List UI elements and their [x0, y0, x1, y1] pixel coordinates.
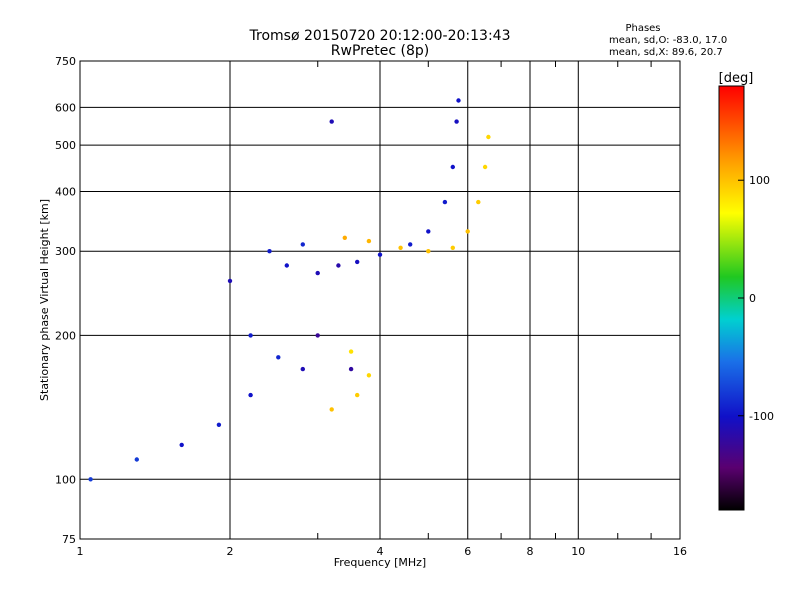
phases-x-stats: mean, sd,X: 89.6, 20.7 — [609, 47, 723, 58]
data-points — [88, 98, 491, 482]
colorbar-ticks: 100 0 -100 — [738, 174, 774, 423]
x-tick-label: 8 — [527, 545, 534, 558]
x-tick-label: 6 — [464, 545, 471, 558]
y-tick-label: 500 — [55, 139, 76, 152]
phases-o-stats: mean, sd,O: -83.0, 17.0 — [609, 35, 727, 46]
y-tick-label: 200 — [55, 329, 76, 342]
data-point — [315, 270, 320, 276]
data-point — [486, 134, 491, 140]
data-point — [300, 366, 305, 372]
data-point — [248, 333, 253, 338]
data-point — [450, 164, 455, 170]
gridlines — [80, 61, 680, 539]
data-point — [465, 229, 470, 234]
data-point — [300, 242, 305, 247]
y-axis-label: Stationary phase Virtual Height [km] — [38, 199, 51, 401]
data-point — [482, 164, 488, 170]
x-tick-label: 10 — [571, 545, 585, 558]
data-point — [366, 238, 372, 244]
y-tick-label: 750 — [55, 55, 76, 68]
data-point — [348, 349, 354, 354]
y-tick-label: 600 — [55, 101, 76, 114]
chart-subtitle: RwPretec (8p) — [331, 43, 429, 59]
colorbar-tick-label: 0 — [749, 292, 756, 305]
data-point — [377, 252, 383, 257]
data-point — [348, 366, 354, 372]
data-point — [336, 263, 341, 268]
x-tick-label: 16 — [673, 545, 687, 558]
data-point — [179, 442, 184, 448]
data-point — [398, 245, 403, 250]
y-tick-label: 75 — [62, 533, 76, 546]
colorbar-label: [deg] — [719, 71, 754, 86]
data-point — [284, 263, 289, 268]
data-point — [248, 392, 253, 398]
data-point — [442, 199, 448, 205]
y-axis-ticks: 75 100 200 300 400 500 600 750 — [55, 55, 76, 546]
phases-title: Phases — [625, 23, 660, 34]
data-point — [329, 119, 334, 124]
y-tick-label: 100 — [55, 473, 76, 486]
data-point — [276, 355, 281, 360]
data-point — [134, 457, 139, 462]
data-point — [227, 278, 233, 284]
data-point — [267, 249, 272, 254]
y-tick-label: 400 — [55, 185, 76, 198]
data-point — [216, 422, 222, 427]
data-point — [355, 259, 360, 265]
x-axis-label: Frequency [MHz] — [334, 556, 426, 569]
chart-title: Tromsø 20150720 20:12:00-20:13:43 — [249, 28, 511, 44]
x-axis-ticks: 1 2 4 6 8 10 16 — [77, 545, 688, 558]
data-point — [408, 242, 413, 247]
data-point — [426, 229, 431, 234]
data-point — [456, 98, 461, 103]
data-point — [450, 245, 455, 250]
data-point — [315, 333, 320, 338]
x-tick-label: 2 — [227, 545, 234, 558]
data-point — [476, 199, 481, 205]
data-point — [366, 373, 372, 378]
colorbar-tick-label: 100 — [749, 174, 770, 187]
data-point — [342, 235, 347, 240]
data-point — [88, 477, 93, 482]
colorbar-tick-label: -100 — [749, 410, 774, 423]
data-point — [426, 249, 431, 254]
x-tick-label: 1 — [77, 545, 84, 558]
data-point — [329, 407, 334, 412]
data-point — [454, 119, 459, 124]
x-tick-label: 4 — [377, 545, 384, 558]
data-point — [355, 392, 360, 398]
y-tick-label: 300 — [55, 245, 76, 258]
